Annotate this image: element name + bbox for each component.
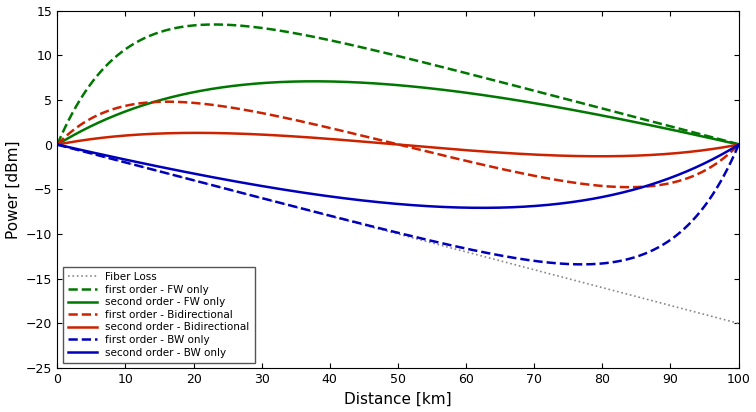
second order - Bidirectional (384, 141, 393, 146)
first order - BW only (53, 142, 62, 147)
Fiber Loss (88, 151, 97, 156)
second order - Bidirectional (715, 145, 724, 150)
Line: first order - FW only: first order - FW only (57, 24, 739, 145)
first order - Bidirectional (734, 142, 743, 147)
Fiber Loss (714, 316, 723, 321)
first order - BW only (384, 228, 393, 233)
Line: second order - BW only: second order - BW only (57, 145, 739, 208)
second order - Bidirectional (590, 154, 599, 159)
first order - BW only (714, 182, 723, 187)
first order - Bidirectional (714, 159, 723, 164)
first order - Bidirectional (163, 99, 172, 104)
second order - Bidirectional (714, 145, 723, 150)
first order - Bidirectional (384, 140, 393, 145)
first order - Bidirectional (590, 183, 599, 187)
Fiber Loss (53, 142, 62, 147)
first order - Bidirectional (367, 135, 376, 140)
Line: first order - Bidirectional: first order - Bidirectional (57, 102, 739, 187)
second order - FW only (53, 142, 62, 147)
first order - FW only (53, 142, 62, 147)
second order - BW only (714, 153, 723, 158)
second order - Bidirectional (367, 140, 376, 145)
Line: second order - Bidirectional: second order - Bidirectional (57, 133, 739, 156)
first order - BW only (714, 182, 723, 187)
second order - BW only (478, 205, 487, 210)
second order - BW only (714, 154, 723, 159)
X-axis label: Distance [km]: Distance [km] (344, 391, 452, 407)
first order - BW only (734, 143, 743, 147)
second order - Bidirectional (191, 131, 200, 136)
first order - FW only (590, 104, 599, 109)
Line: Fiber Loss: Fiber Loss (57, 145, 739, 323)
Y-axis label: Power [dBm]: Power [dBm] (5, 140, 20, 239)
second order - FW only (714, 138, 723, 143)
second order - Bidirectional (734, 142, 743, 147)
first order - FW only (88, 80, 97, 84)
first order - Bidirectional (88, 115, 97, 120)
Fiber Loss (384, 229, 393, 234)
first order - FW only (714, 136, 723, 141)
second order - FW only (734, 142, 743, 147)
second order - BW only (384, 201, 393, 206)
first order - Bidirectional (53, 142, 62, 147)
second order - FW only (367, 81, 376, 86)
first order - BW only (590, 262, 599, 267)
first order - Bidirectional (715, 159, 724, 164)
second order - FW only (88, 123, 97, 128)
second order - BW only (590, 196, 599, 201)
second order - FW only (714, 138, 723, 143)
second order - Bidirectional (596, 154, 605, 159)
first order - FW only (384, 52, 393, 56)
first order - BW only (578, 262, 587, 267)
second order - BW only (53, 142, 62, 147)
second order - Bidirectional (88, 136, 97, 141)
second order - FW only (309, 79, 318, 84)
first order - FW only (367, 47, 376, 52)
second order - Bidirectional (53, 142, 62, 147)
Fiber Loss (366, 224, 375, 229)
first order - FW only (210, 22, 219, 27)
first order - FW only (714, 137, 723, 142)
Fiber Loss (589, 283, 598, 288)
first order - BW only (88, 151, 97, 156)
Line: first order - BW only: first order - BW only (57, 145, 739, 265)
Fiber Loss (714, 316, 723, 321)
Legend: Fiber Loss, first order - FW only, second order - FW only, first order - Bidirec: Fiber Loss, first order - FW only, secon… (63, 267, 255, 363)
Fiber Loss (734, 321, 743, 326)
second order - FW only (384, 82, 393, 87)
second order - BW only (734, 142, 743, 147)
Line: second order - FW only: second order - FW only (57, 81, 739, 145)
second order - BW only (366, 199, 375, 204)
first order - FW only (734, 142, 743, 147)
second order - BW only (88, 150, 97, 155)
first order - BW only (366, 224, 375, 229)
second order - FW only (590, 112, 599, 117)
first order - Bidirectional (624, 185, 634, 190)
